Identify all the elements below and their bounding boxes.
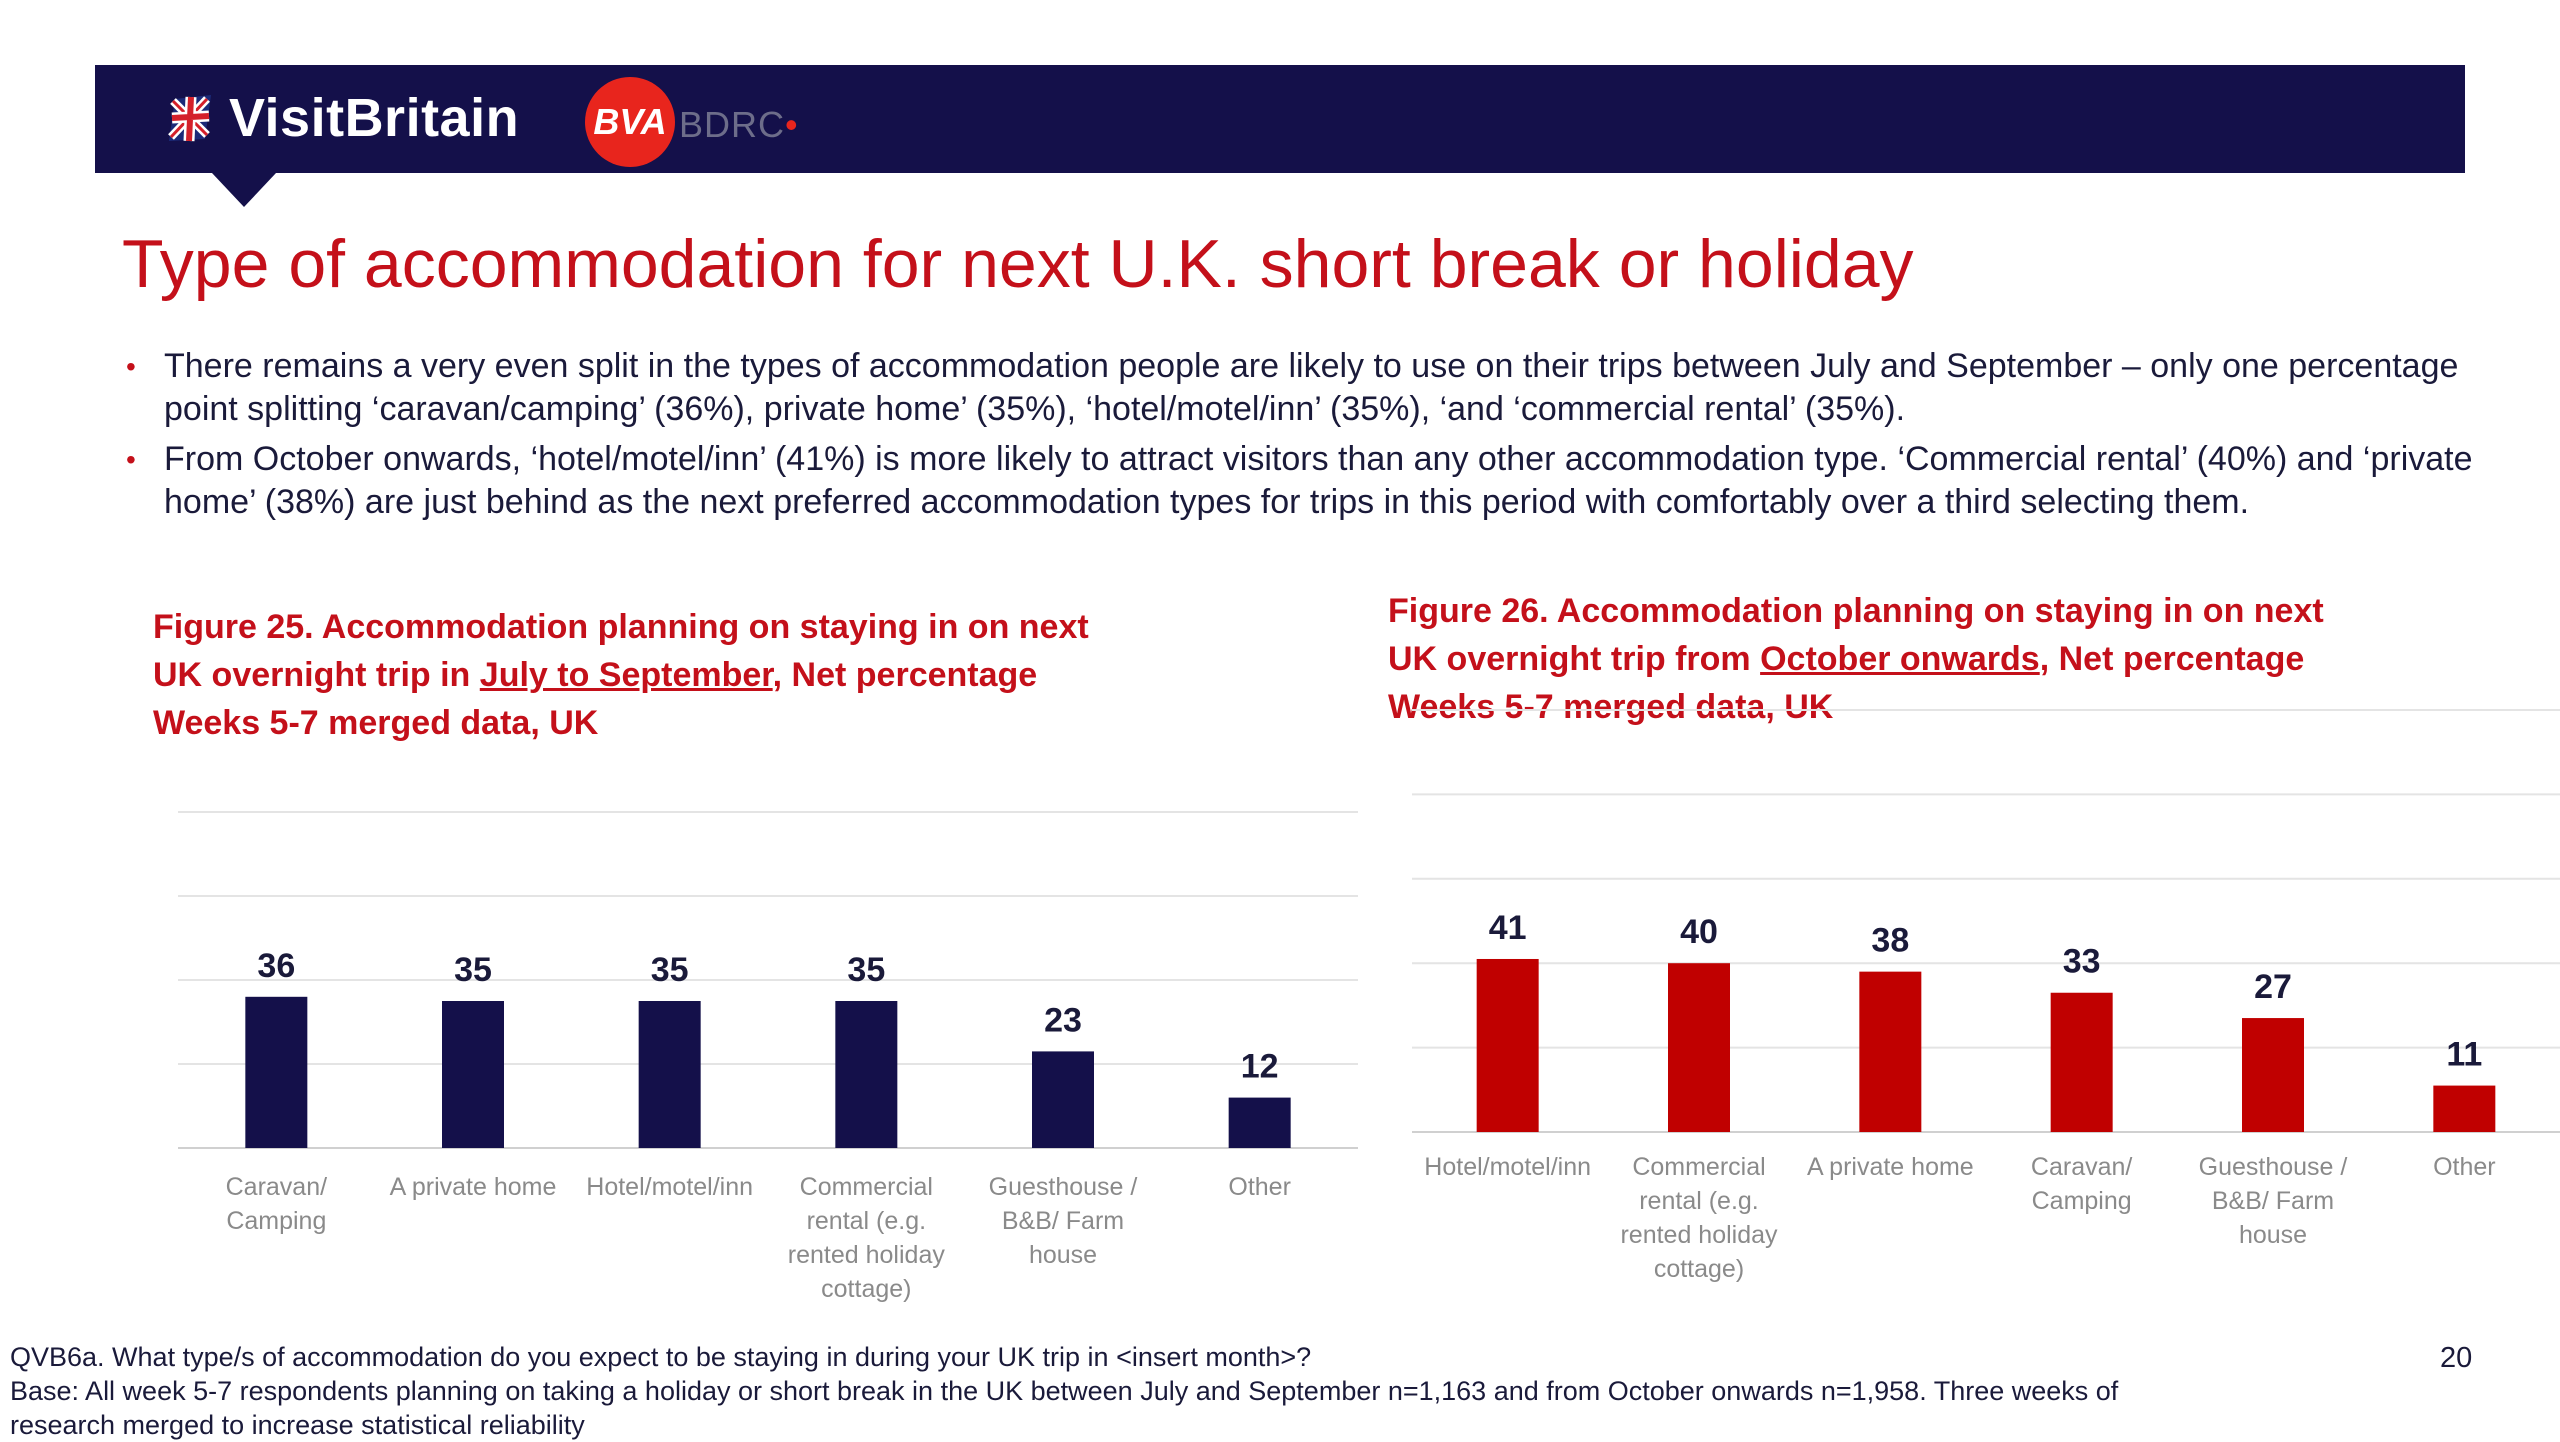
bar	[245, 996, 308, 1148]
category-label-line: Guesthouse /	[988, 1173, 1138, 1201]
bullet-text: From October onwards, ‘hotel/motel/inn’ …	[164, 440, 2473, 521]
data-label: 33	[2063, 943, 2101, 981]
category-label-line: rented holiday	[1620, 1221, 1778, 1249]
category-label-line: rented holiday	[787, 1241, 945, 1269]
figure-26-chart: 41 40 38 33 27 11 Hotel/motel/inn Commercial ren…	[1412, 709, 2560, 1300]
bar	[1668, 963, 1730, 1132]
chart-svg: 36 35 35 35 23 12	[178, 811, 1358, 1149]
union-flag-icon	[168, 95, 211, 142]
category-label-line: rental (e.g.	[1639, 1187, 1759, 1215]
data-label: 12	[1241, 1048, 1279, 1086]
category-label-line: Camping	[2031, 1187, 2132, 1215]
banner-notch	[212, 173, 276, 207]
category-label-line: house	[2238, 1221, 2308, 1249]
category-label-line: cottage)	[821, 1275, 912, 1303]
bar	[1228, 1097, 1291, 1148]
footer-question: QVB6a. What type/s of accommodation do y…	[10, 1342, 1312, 1372]
figure-26-title-line2: UK overnight trip from October onwards, …	[1388, 640, 2305, 678]
data-label: 27	[2254, 968, 2292, 1006]
bar	[638, 1001, 701, 1148]
brand-name: VisitBritain	[229, 88, 520, 148]
category-label-line: Other	[1228, 1173, 1291, 1201]
category-label-line: A private home	[389, 1173, 557, 1201]
category-label: Commercial rental (e.g. rented holiday cott…	[766, 1170, 966, 1306]
figure-25-period: July to September	[479, 656, 773, 694]
category-label-line: Other	[2433, 1153, 2496, 1181]
category-label-line: Hotel/motel/inn	[586, 1173, 754, 1201]
category-label-line: Guesthouse /	[2198, 1153, 2348, 1181]
bullet-item: • There remains a very even split in the…	[122, 345, 2482, 431]
page-number: 20	[2440, 1342, 2473, 1374]
category-label-line: house	[1028, 1241, 1098, 1269]
category-label: Hotel/motel/inn	[1408, 1150, 1608, 1184]
data-label: 38	[1871, 922, 1909, 960]
bar	[442, 1001, 504, 1148]
bdrc-text: BDRC	[679, 104, 786, 145]
summary-bullets: • There remains a very even split in the…	[122, 345, 2482, 531]
figure-25-chart: 36 35 35 35 23 12 Caravan/Camping A private hom…	[178, 730, 1358, 1310]
figure-25-title-line3: Weeks 5-7 merged data, UK	[153, 704, 599, 742]
bullet-text: There remains a very even split in the t…	[164, 347, 2459, 428]
category-label: Commercial rental (e.g. rented holiday cott…	[1599, 1150, 1799, 1286]
bar	[835, 1001, 898, 1148]
bar	[1859, 971, 1922, 1132]
category-label-line: rental (e.g.	[806, 1207, 927, 1235]
category-label: Caravan/Camping	[176, 1170, 376, 1238]
data-label: 23	[1044, 1001, 1082, 1039]
data-label: 40	[1680, 913, 1718, 951]
figure-26-title: Figure 26. Accommodation planning on sta…	[1388, 587, 2324, 731]
category-label-line: B&B/ Farm	[2211, 1187, 2335, 1215]
data-label: 35	[454, 951, 492, 989]
bva-mark: BVA	[585, 77, 675, 167]
category-label-line: B&B/ Farm	[1001, 1207, 1125, 1235]
figure-25-title-line1: Figure 25. Accommodation planning on sta…	[153, 608, 1089, 646]
category-label: Other	[1160, 1170, 1360, 1204]
category-label-line: Hotel/motel/inn	[1424, 1153, 1592, 1181]
header-banner: VisitBritain BVA BDRC •	[95, 65, 2465, 173]
category-label: Caravan/Camping	[1982, 1150, 2182, 1218]
figure-26-title-line1: Figure 26. Accommodation planning on sta…	[1388, 592, 2324, 630]
data-label: 11	[2446, 1036, 2482, 1074]
bar	[1032, 1051, 1094, 1148]
page-title: Type of accommodation for next U.K. shor…	[122, 226, 1914, 302]
category-label-line: A private home	[1806, 1153, 1974, 1181]
figure-25-title-line2: UK overnight trip in July to September, …	[153, 656, 1038, 694]
footer-notes: QVB6a. What type/s of accommodation do y…	[10, 1340, 2170, 1442]
bva-bdrc-logo: BVA BDRC •	[585, 77, 798, 167]
category-label-line: Commercial	[1632, 1153, 1766, 1181]
figure-26-period: October onwards	[1760, 640, 2040, 678]
data-label: 41	[1489, 909, 1527, 947]
footer-base: Base: All week 5-7 respondents planning …	[10, 1376, 2119, 1440]
figure-25-title: Figure 25. Accommodation planning on sta…	[153, 603, 1089, 747]
category-label: A private home	[373, 1170, 573, 1204]
bar	[2242, 1018, 2304, 1132]
bar	[2050, 992, 2113, 1132]
category-label: A private home	[1790, 1150, 1990, 1184]
category-label: Guesthouse / B&B/ Farm house	[963, 1170, 1163, 1272]
category-label-line: Caravan/	[2030, 1153, 2133, 1181]
bdrc-dot-icon: •	[785, 104, 798, 145]
data-label: 35	[847, 951, 885, 989]
category-label: Hotel/motel/inn	[570, 1170, 770, 1204]
data-label: 36	[257, 947, 295, 985]
visitbritain-logo: VisitBritain	[165, 87, 519, 149]
category-label-line: Camping	[226, 1207, 327, 1235]
category-label: Other	[2364, 1150, 2560, 1184]
category-label-line: Caravan/	[225, 1173, 328, 1201]
bullet-dot-icon: •	[126, 351, 136, 382]
category-label-line: cottage)	[1653, 1255, 1745, 1283]
bar	[1476, 958, 1539, 1132]
chart-svg: 41 40 38 33 27 11	[1412, 709, 2560, 1133]
bar	[2433, 1085, 2496, 1132]
category-label: Guesthouse / B&B/ Farm house	[2173, 1150, 2373, 1252]
figure-26-title-line3: Weeks 5-7 merged data, UK	[1388, 688, 1834, 726]
bullet-dot-icon: •	[126, 444, 136, 475]
bullet-item: • From October onwards, ‘hotel/motel/inn…	[122, 438, 2482, 524]
category-label-line: Commercial	[799, 1173, 933, 1201]
data-label: 35	[651, 951, 689, 989]
